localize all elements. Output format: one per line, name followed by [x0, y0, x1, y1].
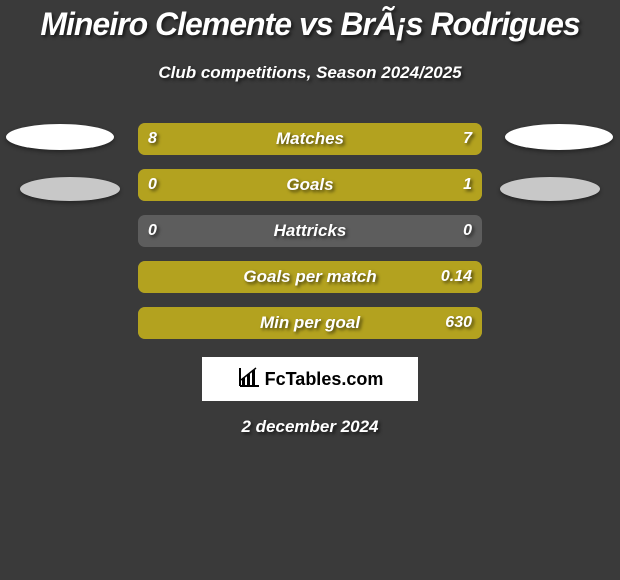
stat-fill-right	[320, 123, 482, 155]
stats-container: Matches87 Goals01 Hattricks0 0 Goals per mat…	[138, 123, 482, 339]
player-right-shadow-bottom	[500, 177, 600, 201]
stat-fill-left	[138, 123, 320, 155]
player-right-shadow-top	[505, 124, 613, 150]
fctables-logo[interactable]: FcTables.com	[202, 357, 418, 401]
stat-fill-right	[138, 307, 482, 339]
stat-fill-right	[138, 261, 482, 293]
footer-date: 2 december 2024	[0, 417, 620, 437]
subtitle: Club competitions, Season 2024/2025	[0, 63, 620, 83]
stat-row: Goals01	[138, 169, 482, 201]
stat-value-left: 0	[148, 215, 157, 247]
player-left-shadow-top	[6, 124, 114, 150]
stat-row: Matches87	[138, 123, 482, 155]
stat-fill-left	[138, 169, 196, 201]
bar-chart-icon	[237, 366, 261, 393]
stat-label: Hattricks	[138, 215, 482, 247]
fctables-logo-text: FcTables.com	[265, 369, 384, 390]
stat-row: Hattricks0 0	[138, 215, 482, 247]
stat-row: Goals per match0.14	[138, 261, 482, 293]
player-left-shadow-bottom	[20, 177, 120, 201]
stat-row: Min per goal630	[138, 307, 482, 339]
page-title: Mineiro Clemente vs BrÃ¡s Rodrigues	[0, 0, 620, 43]
stat-value-right: 0	[463, 215, 472, 247]
stat-fill-right	[196, 169, 482, 201]
content-area: Matches87 Goals01 Hattricks0 0 Goals per mat…	[0, 123, 620, 437]
